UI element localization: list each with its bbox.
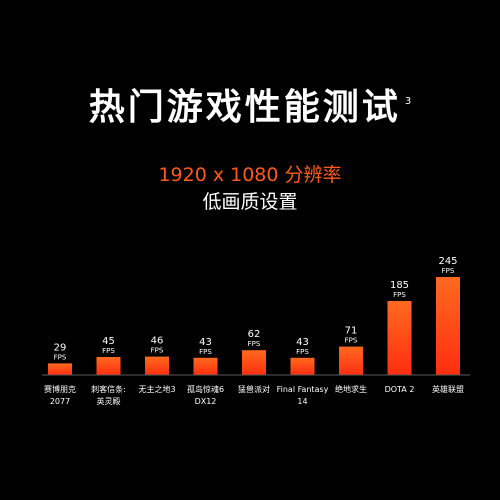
bar	[145, 356, 169, 375]
x-tick-label: 英雄联盟	[432, 384, 464, 394]
bar-value-label: 43	[199, 337, 212, 348]
x-tick-label: 刺客信条:	[91, 384, 126, 394]
chart-title: 热门游戏性能测试 3	[0, 86, 500, 130]
bar-unit-label: FPS	[199, 348, 212, 356]
bar-value-label: 45	[102, 336, 115, 347]
bar	[242, 350, 266, 375]
bar-value-label: 62	[248, 329, 261, 340]
x-tick-label: 2077	[50, 397, 70, 406]
labels-group: 29FPS赛博朋克207745FPS刺客信条:英灵殿46FPS无主之地343FP…	[44, 256, 464, 406]
x-tick-label: 孤岛惊魂6	[187, 384, 224, 394]
bar-value-label: 245	[438, 256, 457, 267]
x-tick-label: DOTA 2	[385, 385, 415, 394]
bar-unit-label: FPS	[151, 347, 164, 355]
bar-value-label: 29	[54, 342, 67, 353]
x-tick-label: 英灵殿	[97, 396, 121, 406]
bar	[96, 357, 121, 375]
bar	[387, 301, 412, 375]
bar	[339, 346, 363, 375]
bar-unit-label: FPS	[345, 337, 358, 345]
footnote-mark: 3	[404, 96, 412, 107]
chart-subtitle-quality: 低画质设置	[202, 191, 298, 213]
x-tick-label: 猛兽派对	[238, 384, 270, 394]
bar	[48, 363, 72, 375]
bar-unit-label: FPS	[393, 291, 406, 299]
bar	[436, 277, 460, 375]
bar	[290, 357, 315, 375]
bars-group	[48, 277, 460, 375]
bar-value-label: 46	[151, 336, 164, 347]
x-tick-label: 赛博朋克	[44, 384, 76, 394]
bar-unit-label: FPS	[102, 347, 115, 355]
x-tick-label: Final Fantasy	[277, 385, 329, 394]
bar-value-label: 185	[390, 280, 409, 291]
bar-unit-label: FPS	[296, 348, 309, 356]
bar-value-label: 43	[296, 337, 309, 348]
bar-value-label: 71	[345, 326, 358, 337]
bar-unit-label: FPS	[54, 353, 67, 361]
chart-title-text: 热门游戏性能测试	[88, 87, 401, 128]
x-tick-label: 绝地求生	[335, 384, 367, 394]
x-tick-label: 无主之地3	[138, 384, 175, 394]
bar-unit-label: FPS	[442, 267, 455, 275]
x-tick-label: DX12	[195, 397, 217, 406]
bar-unit-label: FPS	[248, 340, 261, 348]
chart-subtitle-resolution: 1920 x 1080 分辨率	[158, 164, 342, 186]
bar	[193, 357, 218, 375]
x-tick-label: 14	[297, 397, 307, 406]
